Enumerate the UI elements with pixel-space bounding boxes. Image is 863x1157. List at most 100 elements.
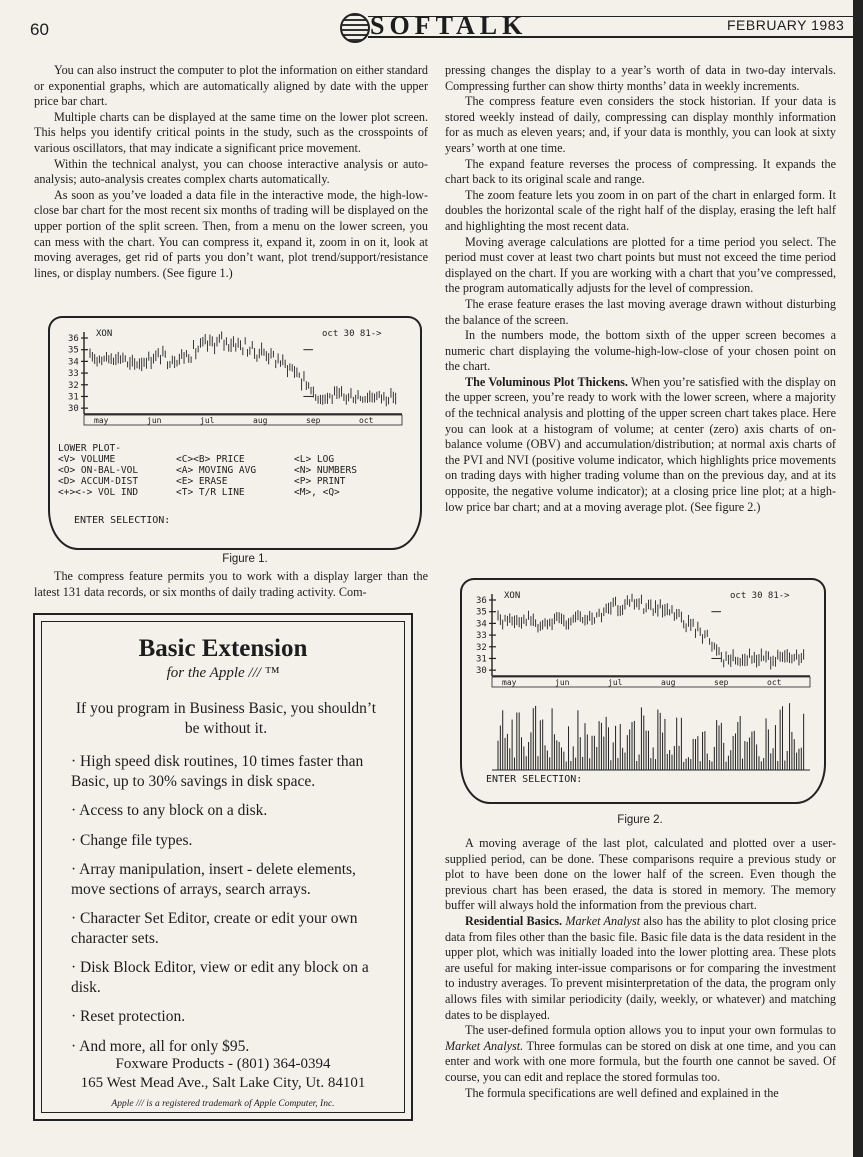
y-tick-label: 33 xyxy=(68,369,79,379)
month-label: oct xyxy=(767,678,782,687)
month-label: sep xyxy=(714,678,729,687)
paragraph: The Voluminous Plot Thickens. When you’r… xyxy=(445,375,836,515)
y-tick-label: 35 xyxy=(68,346,79,356)
menu-option: <A> MOVING AVG xyxy=(176,465,257,476)
ticker-label: XON xyxy=(504,591,520,601)
paragraph: The zoom feature lets you zoom in on par… xyxy=(445,187,836,233)
ad-body: If you program in Business Basic, you sh… xyxy=(71,699,381,1066)
paragraph: The compress feature even considers the … xyxy=(445,94,836,155)
month-band xyxy=(83,414,403,426)
ad-bullet: · High speed disk routines, 10 times fas… xyxy=(71,753,364,790)
figure-1-screen: 36 35 34 33 32 31 30 XON oct 30 81-> may jun jul aug… xyxy=(48,316,422,550)
month-label: jun xyxy=(147,416,162,425)
product-name: Market Analyst xyxy=(565,913,641,928)
paragraph-text: The user-defined formula option allows y… xyxy=(465,1023,836,1038)
month-label: may xyxy=(94,416,109,425)
paragraph: The erase feature erases the last moving… xyxy=(445,296,836,327)
paragraph: Multiple charts can be displayed at the … xyxy=(34,109,428,155)
paragraph-text: Three formulas can be stored on disk at … xyxy=(445,1038,836,1084)
y-tick-label: 32 xyxy=(476,643,487,653)
header-rule-top xyxy=(368,16,856,17)
y-tick-label: 31 xyxy=(68,392,79,402)
ad-subtitle: for the Apple /// ™ xyxy=(166,665,280,681)
month-label: oct xyxy=(359,416,374,425)
paragraph: As soon as you’ve loaded a data file in … xyxy=(34,187,428,280)
month-label: jun xyxy=(555,678,570,687)
y-tick-label: 30 xyxy=(476,666,487,676)
paragraph: The expand feature reverses the process … xyxy=(445,156,836,187)
page-edge xyxy=(853,0,863,1157)
section-heading: The Voluminous Plot Thickens. xyxy=(465,374,628,389)
ad-bullet: · Access to any block on a disk. xyxy=(71,802,268,819)
y-tick-label: 31 xyxy=(476,654,487,664)
masthead-logo: SOFTALK xyxy=(370,11,528,40)
ad-bullet: · Reset protection. xyxy=(71,1008,186,1025)
page-number: 60 xyxy=(30,20,49,39)
paragraph: The compress feature permits you to work… xyxy=(34,569,428,599)
paragraph-text: When you’re satisfied with the display o… xyxy=(445,374,836,514)
y-tick-label: 34 xyxy=(68,357,79,367)
issue-date: FEBRUARY 1983 xyxy=(727,17,845,33)
month-label: jul xyxy=(608,678,623,687)
ad-contact: Foxware Products - (801) 364-0394 165 We… xyxy=(35,1055,411,1093)
menu-option: <V> VOLUME xyxy=(58,454,116,465)
y-tick-label: 32 xyxy=(68,381,79,391)
ad-bullet: · Change file types. xyxy=(71,831,193,849)
ad-border xyxy=(41,621,405,1113)
paragraph: Moving average calculations are plotted … xyxy=(445,234,836,296)
menu-option: <+><-> VOL IND xyxy=(58,487,139,498)
globe-logo-icon xyxy=(340,13,370,43)
menu-option: <L> LOG xyxy=(294,454,335,465)
y-tick-label: 34 xyxy=(476,619,487,629)
ad-company: Foxware Products - (801) 364-0394 xyxy=(115,1056,331,1072)
paragraph: In the numbers mode, the bottom sixth of… xyxy=(445,328,836,374)
figure-1-caption: Figure 1. xyxy=(222,553,268,565)
y-tick-label: 36 xyxy=(68,334,79,344)
paragraph-text: also has the ability to plot closing pri… xyxy=(445,913,837,1022)
menu-option: <N> NUMBERS xyxy=(294,465,357,476)
paragraph: You can also instruct the computer to pl… xyxy=(34,63,428,109)
right-column-top: pressing changes the display to a year’s… xyxy=(445,63,836,515)
menu-option: <T> T/R LINE xyxy=(176,487,245,498)
menu-option: <P> PRINT xyxy=(294,476,346,487)
menu-option: <D> ACCUM-DIST xyxy=(58,476,139,487)
paragraph: pressing changes the display to a year’s… xyxy=(445,63,836,93)
month-label: aug xyxy=(253,416,268,425)
menu-option: <E> ERASE xyxy=(176,476,228,487)
date-label: oct 30 81-> xyxy=(322,329,382,339)
y-tick-label: 33 xyxy=(476,631,487,641)
figure-2-caption: Figure 2. xyxy=(617,814,663,826)
figure-2-prompt: ENTER SELECTION: xyxy=(486,774,583,785)
ad-bullet: · Character Set Editor, create or edit y… xyxy=(71,910,358,947)
ad-address: 165 West Mead Ave., Salt Lake City, Ut. … xyxy=(80,1075,366,1091)
ad-bullet: · Array manipulation, insert - delete el… xyxy=(71,861,356,898)
ad-trademark: Apple /// is a registered trademark of A… xyxy=(111,1099,335,1109)
paragraph: Within the technical analyst, you can ch… xyxy=(34,156,428,187)
header-rule xyxy=(368,36,856,38)
figure-2-screen: 36 35 34 33 32 31 30 XON oct 30 81-> may jun jul aug… xyxy=(460,578,826,804)
paragraph: The user-defined formula option allows y… xyxy=(445,1023,836,1085)
menu-row: <V> VOLUME <C><B> PRICE <L> LOG xyxy=(58,454,414,465)
y-tick-label: 35 xyxy=(476,608,487,618)
month-label: jul xyxy=(200,416,215,425)
month-band xyxy=(491,676,811,688)
menu-title: LOWER PLOT- xyxy=(58,443,121,454)
month-label: sep xyxy=(306,416,321,425)
menu-option: <C><B> PRICE xyxy=(176,454,245,465)
figure-1-prompt: ENTER SELECTION: xyxy=(74,515,171,526)
basic-extension-ad: Basic Extension for the Apple /// ™ If y… xyxy=(33,613,413,1121)
right-column-bottom: A moving average of the last plot, calcu… xyxy=(445,836,836,1101)
left-column-top: You can also instruct the computer to pl… xyxy=(34,63,428,281)
section-heading: Residential Basics. xyxy=(465,913,563,928)
menu-row: <D> ACCUM-DIST <E> ERASE <P> PRINT xyxy=(58,476,414,487)
ad-bullet: · And more, all for only $95. xyxy=(71,1037,250,1055)
paragraph: The formula specifications are well defi… xyxy=(465,1085,779,1100)
menu-row: <+><-> VOL IND <T> T/R LINE <M>, <Q> xyxy=(58,487,414,498)
paragraph: A moving average of the last plot, calcu… xyxy=(445,836,836,913)
menu-option: <O> ON-BAL-VOL xyxy=(58,465,139,476)
figure-1-menu: LOWER PLOT- <V> VOLUME <C><B> PRICE <L> LO… xyxy=(58,443,414,498)
ad-title: Basic Extension xyxy=(138,635,308,662)
menu-option: <M>, <Q> xyxy=(294,487,340,498)
